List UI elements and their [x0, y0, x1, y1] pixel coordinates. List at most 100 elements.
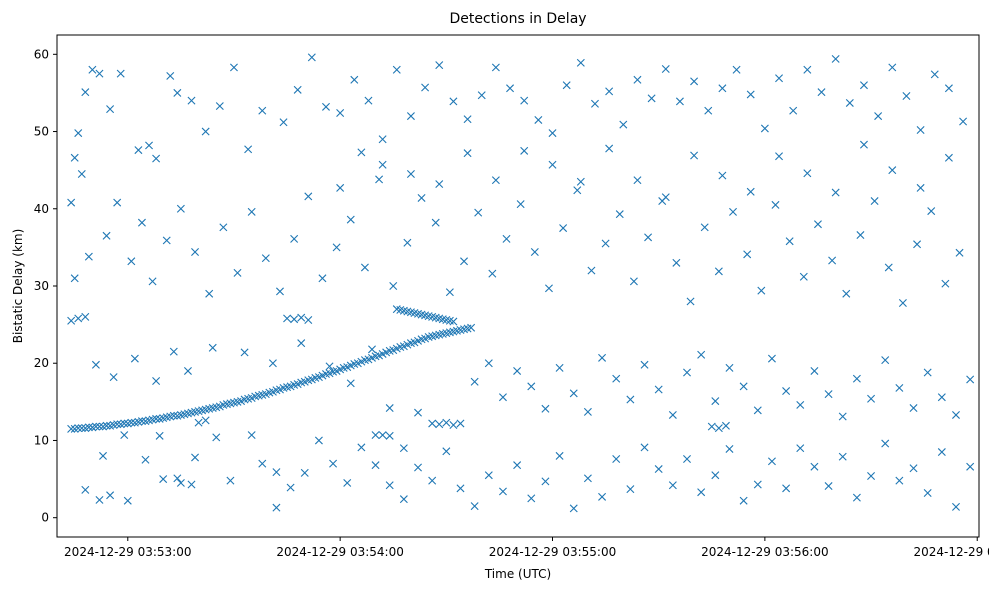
- data-point: [884, 263, 893, 272]
- y-tick-label: 10: [34, 433, 49, 447]
- data-point: [810, 366, 819, 375]
- data-point: [633, 176, 642, 185]
- data-point: [162, 236, 171, 245]
- data-point: [775, 74, 784, 83]
- data-point: [516, 200, 525, 209]
- data-point: [916, 126, 925, 134]
- data-point: [81, 312, 90, 321]
- data-point: [148, 277, 157, 286]
- data-point: [300, 468, 309, 477]
- data-point: [173, 474, 182, 483]
- data-point: [598, 492, 607, 501]
- data-point: [449, 317, 458, 326]
- data-point: [102, 421, 111, 430]
- data-point: [442, 447, 451, 456]
- data-point: [357, 443, 366, 452]
- data-point: [81, 88, 90, 97]
- data-point: [583, 474, 592, 483]
- data-point: [952, 502, 960, 511]
- data-point: [201, 127, 210, 136]
- data-point: [672, 258, 681, 267]
- data-point: [785, 237, 794, 246]
- data-point: [417, 193, 426, 202]
- data-point: [145, 141, 154, 150]
- data-point: [442, 418, 451, 427]
- data-point: [106, 105, 115, 114]
- data-point: [191, 453, 200, 462]
- data-point: [859, 81, 868, 90]
- data-point: [371, 431, 380, 440]
- data-point: [307, 53, 316, 62]
- data-point: [403, 238, 412, 247]
- data-point: [463, 115, 472, 124]
- data-point: [711, 471, 720, 480]
- data-point: [137, 218, 146, 227]
- data-point: [322, 102, 330, 111]
- data-point: [633, 75, 642, 84]
- data-point: [562, 81, 571, 90]
- data-point: [176, 478, 185, 487]
- data-point: [123, 496, 132, 505]
- y-axis: 0 10 20 30 40 50 60: [34, 47, 57, 525]
- data-point: [95, 69, 104, 78]
- data-point: [569, 389, 578, 398]
- data-point: [137, 417, 146, 426]
- data-point: [152, 377, 161, 385]
- data-point: [952, 410, 960, 419]
- data-point: [966, 462, 975, 471]
- data-point: [714, 267, 723, 276]
- data-point: [700, 223, 709, 232]
- data-point: [449, 421, 458, 430]
- data-point: [187, 96, 196, 105]
- data-point: [661, 64, 670, 73]
- data-point: [913, 240, 922, 249]
- data-point: [169, 347, 178, 356]
- data-point: [484, 471, 493, 480]
- data-point: [102, 231, 111, 240]
- data-point: [406, 112, 415, 121]
- data-point: [644, 233, 653, 242]
- data-point: [113, 420, 122, 429]
- data-point: [909, 404, 918, 413]
- data-point: [275, 287, 284, 296]
- data-point: [587, 266, 596, 275]
- data-point: [923, 368, 932, 377]
- data-point: [74, 424, 83, 433]
- data-point: [541, 477, 550, 486]
- data-point: [576, 58, 585, 67]
- data-point: [421, 83, 430, 92]
- data-point: [67, 316, 76, 325]
- data-point: [888, 166, 897, 175]
- data-point: [725, 363, 734, 372]
- data-point: [297, 339, 306, 348]
- data-point: [842, 289, 851, 298]
- data-point: [640, 360, 649, 369]
- data-point: [375, 175, 384, 184]
- data-point: [576, 177, 585, 186]
- data-point: [789, 106, 798, 115]
- data-point: [261, 254, 270, 263]
- data-point: [498, 393, 507, 402]
- data-point: [881, 356, 890, 365]
- data-point: [414, 408, 423, 417]
- data-point: [559, 224, 568, 233]
- data-point: [152, 154, 161, 163]
- data-point: [796, 444, 805, 453]
- data-point: [838, 452, 847, 461]
- data-point: [130, 354, 139, 363]
- data-point: [782, 387, 791, 396]
- data-point: [612, 374, 621, 383]
- data-point: [831, 188, 840, 197]
- data-point: [297, 313, 306, 322]
- data-point: [88, 65, 97, 74]
- data-point: [654, 385, 663, 394]
- data-point: [346, 215, 355, 224]
- data-point: [272, 503, 281, 512]
- data-point: [445, 288, 454, 297]
- data-point: [955, 248, 964, 257]
- data-point: [775, 152, 784, 161]
- data-point: [74, 314, 83, 323]
- data-point: [640, 443, 649, 452]
- data-point: [127, 418, 136, 427]
